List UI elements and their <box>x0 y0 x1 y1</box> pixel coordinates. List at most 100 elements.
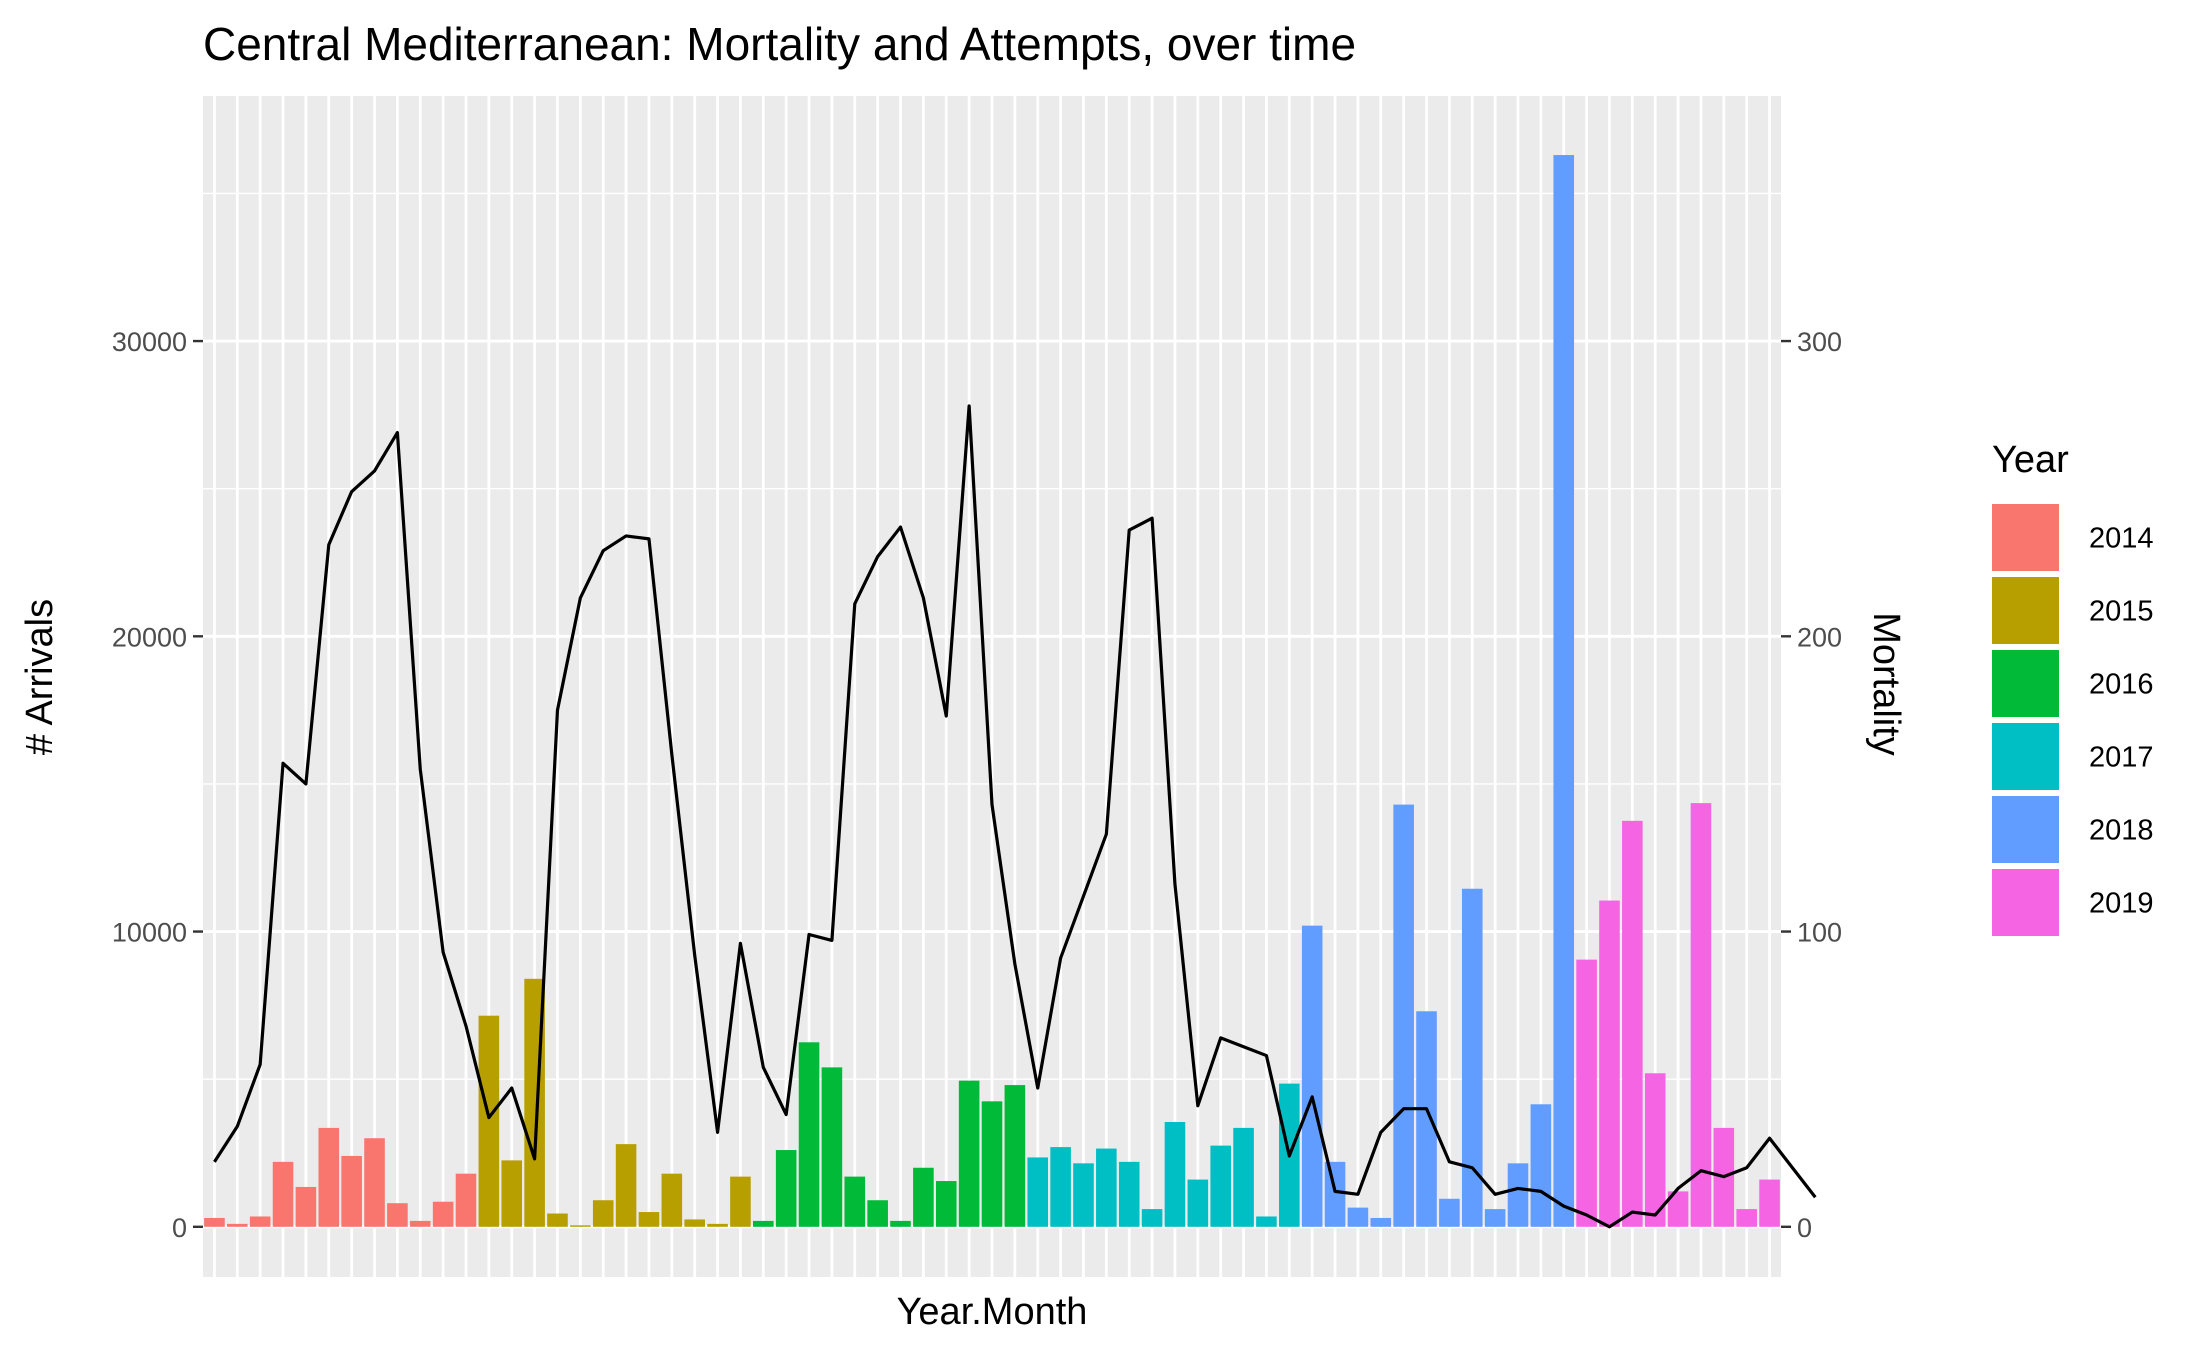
legend-key-2017 <box>1992 723 2059 790</box>
bar-2014 <box>249 1216 271 1227</box>
bar-2016 <box>958 1080 980 1227</box>
y2-axis-title: Mortality <box>1865 612 1907 756</box>
y-tick-label: 10000 <box>112 918 187 948</box>
y-tick-label: 20000 <box>112 622 187 652</box>
y2-tick-label: 100 <box>1797 918 1842 948</box>
bar-2016 <box>981 1101 1003 1227</box>
bar-2015 <box>684 1219 705 1227</box>
legend-key-2019 <box>1992 869 2059 936</box>
legend-key-2016 <box>1992 650 2059 717</box>
bar-2016 <box>1004 1085 1026 1227</box>
bar-2016 <box>775 1150 797 1227</box>
y2-tick-label: 200 <box>1797 622 1842 652</box>
bar-2015 <box>730 1176 751 1227</box>
legend-label-2018: 2018 <box>2089 815 2154 847</box>
bar-2014 <box>341 1155 362 1227</box>
bar-2018 <box>1484 1209 1506 1227</box>
bar-2017 <box>1027 1157 1049 1227</box>
bar-2019 <box>1576 959 1597 1227</box>
bar-2015 <box>478 1015 500 1227</box>
y-axis-right: 0 100 200 300 <box>1781 327 1842 1243</box>
bar-2014 <box>364 1138 385 1227</box>
legend-key-2015 <box>1992 577 2059 644</box>
bar-2019 <box>1667 1191 1689 1227</box>
legend-title: Year <box>1992 439 2069 481</box>
bar-2015 <box>501 1160 523 1227</box>
bar-2017 <box>1187 1179 1209 1227</box>
bar-2018 <box>1439 1198 1460 1227</box>
legend-label-2019: 2019 <box>2089 888 2154 920</box>
bar-2019 <box>1622 820 1643 1227</box>
y2-tick-label: 0 <box>1797 1213 1812 1243</box>
bar-2016 <box>935 1181 957 1227</box>
bar-2015 <box>570 1225 591 1227</box>
bar-2017 <box>1256 1216 1277 1227</box>
bar-2016 <box>753 1220 774 1227</box>
bar-2019 <box>1599 900 1620 1227</box>
bar-2014 <box>295 1186 317 1227</box>
bar-2019 <box>1736 1209 1757 1227</box>
bar-2015 <box>592 1200 614 1227</box>
plot-panel <box>203 96 1817 1277</box>
bar-2016 <box>890 1220 911 1227</box>
legend-key-2018 <box>1992 796 2059 863</box>
chart-title: Central Mediterranean: Mortality and Att… <box>203 18 1356 70</box>
bar-2017 <box>1118 1161 1140 1227</box>
bar-2019 <box>1759 1179 1780 1227</box>
bar-2014 <box>227 1223 248 1227</box>
bar-2018 <box>1507 1163 1529 1227</box>
y2-tick-label: 300 <box>1797 327 1842 357</box>
bar-2018 <box>1393 804 1414 1227</box>
bar-2019 <box>1690 803 1712 1227</box>
bar-2017 <box>1141 1209 1163 1227</box>
bar-2019 <box>1644 1073 1666 1227</box>
bar-2015 <box>707 1223 728 1227</box>
mortality-line <box>213 404 1817 1229</box>
bar-2014 <box>387 1203 408 1227</box>
bar-2014 <box>455 1173 477 1227</box>
bar-2016 <box>798 1042 820 1227</box>
bar-2014 <box>318 1127 340 1227</box>
legend-label-2016: 2016 <box>2089 669 2154 701</box>
bar-2018 <box>1416 1011 1437 1227</box>
bar-2018 <box>1324 1161 1346 1227</box>
bar-2018 <box>1553 155 1575 1227</box>
legend-key-2014 <box>1992 504 2059 571</box>
bar-2018 <box>1530 1104 1552 1227</box>
bar-2014 <box>204 1217 225 1227</box>
bar-2015 <box>638 1212 660 1227</box>
bar-2014 <box>272 1161 294 1227</box>
bar-2015 <box>615 1144 637 1227</box>
bar-2016 <box>821 1067 843 1227</box>
legend-label-2014: 2014 <box>2089 523 2154 555</box>
bar-2017 <box>1164 1121 1186 1227</box>
x-axis-title: Year.Month <box>897 1291 1088 1333</box>
bar-2017 <box>1096 1148 1117 1227</box>
y-tick-label: 30000 <box>112 327 187 357</box>
bar-2015 <box>547 1213 568 1227</box>
bar-2018 <box>1301 925 1323 1227</box>
y-axis-title: # Arrivals <box>19 599 61 755</box>
bar-2014 <box>432 1201 454 1227</box>
bar-2017 <box>1073 1163 1094 1227</box>
bar-2016 <box>913 1167 934 1227</box>
bar-2015 <box>661 1173 683 1227</box>
bar-2017 <box>1210 1145 1231 1227</box>
grid-major <box>203 96 1781 1277</box>
legend-label-2015: 2015 <box>2089 596 2154 628</box>
bar-2014 <box>409 1220 431 1227</box>
legend-label-2017: 2017 <box>2089 742 2154 774</box>
legend: Year 2014 2015 2016 2017 2018 2019 <box>1992 439 2154 936</box>
legend-items: 2014 2015 2016 2017 2018 2019 <box>1992 504 2154 936</box>
y-axis-left: 0 10000 20000 30000 <box>112 327 203 1243</box>
bar-2017 <box>1233 1127 1254 1227</box>
bar-2016 <box>844 1176 866 1227</box>
bar-2017 <box>1050 1147 1071 1227</box>
arrival-bars <box>204 155 1780 1227</box>
y-tick-label: 0 <box>172 1213 187 1243</box>
bar-2018 <box>1347 1207 1369 1227</box>
bar-2018 <box>1370 1217 1392 1227</box>
bar-2016 <box>867 1200 888 1227</box>
bar-2018 <box>1461 888 1483 1227</box>
